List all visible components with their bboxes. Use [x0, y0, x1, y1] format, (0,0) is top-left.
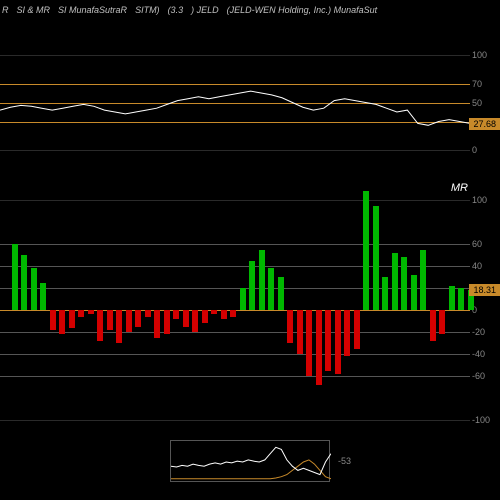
mr-bar	[430, 310, 436, 341]
mr-bar	[373, 206, 379, 311]
mr-bar	[363, 191, 369, 310]
axis-label: -20	[472, 327, 498, 337]
mr-bar	[50, 310, 56, 330]
mr-title: MR	[451, 182, 468, 194]
grid-line	[0, 150, 470, 151]
mr-bar	[21, 255, 27, 310]
mr-bar	[230, 310, 236, 317]
mr-bar	[31, 268, 37, 310]
hdr-5: (3.3	[168, 5, 184, 15]
mr-bar	[306, 310, 312, 376]
mr-bar	[192, 310, 198, 332]
axis-label: 0	[472, 305, 498, 315]
mr-bar	[221, 310, 227, 319]
axis-label: 60	[472, 239, 498, 249]
hdr-7: (JELD-WEN Holding, Inc.) MunafaSut	[227, 5, 378, 15]
grid-line	[0, 376, 470, 377]
mr-bar	[145, 310, 151, 317]
mr-bar	[173, 310, 179, 319]
mr-bar	[411, 275, 417, 310]
mr-bar	[382, 277, 388, 310]
axis-label: 100	[472, 195, 498, 205]
mr-bar	[392, 253, 398, 310]
mr-bar	[164, 310, 170, 334]
hdr-6: ) JELD	[191, 5, 219, 15]
mr-bar	[183, 310, 189, 327]
grid-line	[0, 354, 470, 355]
mr-bar	[278, 277, 284, 310]
axis-label: 40	[472, 261, 498, 271]
mr-bar	[297, 310, 303, 354]
mr-bar	[344, 310, 350, 356]
grid-line	[0, 200, 470, 201]
hdr-3: SI MunafaSutraR	[58, 5, 127, 15]
mr-bar	[135, 310, 141, 327]
mini-svg	[171, 441, 331, 483]
mr-bar	[268, 268, 274, 310]
mr-bar	[107, 310, 113, 330]
mr-bar	[420, 250, 426, 311]
mr-bar	[69, 310, 75, 328]
mr-bar	[287, 310, 293, 343]
chart-header: R SI & MR SI MunafaSutraR SITM) (3.3 ) J…	[0, 0, 500, 20]
mr-bar	[458, 288, 464, 310]
mini-summary-panel: -53	[170, 440, 330, 482]
mr-bar	[335, 310, 341, 374]
mr-bar	[154, 310, 160, 338]
axis-label: -40	[472, 349, 498, 359]
hdr-1: R	[2, 5, 9, 15]
axis-label: 0	[472, 145, 498, 155]
mr-bar	[449, 286, 455, 310]
mr-current-badge: 18.31	[469, 284, 500, 296]
price-line-svg	[0, 55, 470, 150]
mr-bar	[401, 257, 407, 310]
mr-bar	[126, 310, 132, 332]
mr-bar	[354, 310, 360, 349]
grid-line	[0, 266, 470, 267]
mr-bar	[116, 310, 122, 343]
mr-bar	[325, 310, 331, 371]
grid-line	[0, 332, 470, 333]
hdr-2: SI & MR	[17, 5, 51, 15]
mr-bar	[259, 250, 265, 311]
mr-bar	[316, 310, 322, 385]
top-oscillator-panel: 100705030027.68	[0, 55, 470, 150]
grid-line	[0, 420, 470, 421]
mr-bar	[40, 283, 46, 311]
axis-label: -60	[472, 371, 498, 381]
mr-bar	[439, 310, 445, 334]
mr-bar-panel: 1006040200-20-40-60-1000MR18.31	[0, 200, 470, 420]
mr-bar	[211, 310, 217, 314]
mr-bar	[249, 261, 255, 311]
grid-line	[0, 288, 470, 289]
mr-bar	[78, 310, 84, 317]
mr-bar	[12, 244, 18, 310]
current-value-badge: 27.68	[469, 118, 500, 130]
mr-bar	[97, 310, 103, 341]
axis-label: 50	[472, 98, 498, 108]
mr-bar	[88, 310, 94, 314]
mr-bar	[240, 288, 246, 310]
mr-bar	[59, 310, 65, 334]
axis-label: 70	[472, 79, 498, 89]
grid-line	[0, 244, 470, 245]
axis-label: 100	[472, 50, 498, 60]
mr-bar	[202, 310, 208, 323]
mini-label: -53	[338, 456, 351, 466]
hdr-4: SITM)	[135, 5, 160, 15]
axis-label: -100	[472, 415, 498, 425]
